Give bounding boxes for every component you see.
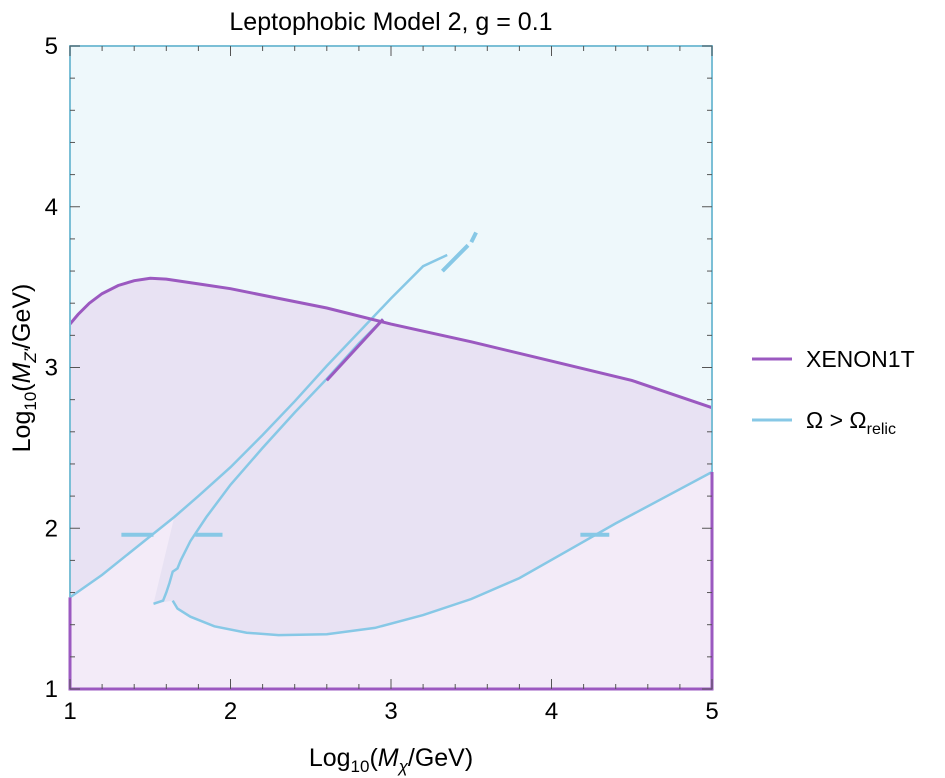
x-tick-label: 4 — [545, 698, 558, 725]
legend: XENON1T Ω > Ωrelic — [752, 346, 915, 438]
x-tick-label: 1 — [63, 698, 76, 725]
relic-curve-inner — [153, 318, 384, 605]
low-region-fill — [70, 472, 712, 689]
curves — [68, 231, 714, 691]
y-tick-label: 5 — [45, 33, 58, 60]
relic-curve-lower — [171, 470, 713, 637]
y-tick-label: 1 — [45, 676, 58, 703]
chart-title: Leptophobic Model 2, g = 0.1 — [229, 8, 552, 36]
xenon-diagonal-segment — [325, 318, 385, 382]
relic-curve-outer — [69, 253, 448, 599]
x-axis-label: Log10(Mχ/GeV) — [309, 744, 473, 776]
legend-label-relic: Ω > Ωrelic — [806, 407, 896, 438]
y-tick-label: 3 — [45, 355, 58, 382]
y-axis-label: Log10(MZ'/GeV) — [8, 284, 40, 453]
relic-dash-4 — [469, 231, 478, 243]
y-tick-label: 4 — [45, 194, 58, 221]
relic-dash-3 — [440, 243, 470, 273]
axis-ticks: 1 2 3 4 5 1 2 3 4 5 — [45, 33, 719, 725]
legend-label-xenon: XENON1T — [806, 346, 915, 372]
xenon-curve — [68, 276, 713, 410]
x-tick-label: 2 — [224, 698, 237, 725]
y-tick-label: 2 — [45, 515, 58, 542]
x-tick-label: 3 — [384, 698, 397, 725]
region-fills — [70, 46, 712, 689]
x-tick-label: 5 — [705, 698, 718, 725]
